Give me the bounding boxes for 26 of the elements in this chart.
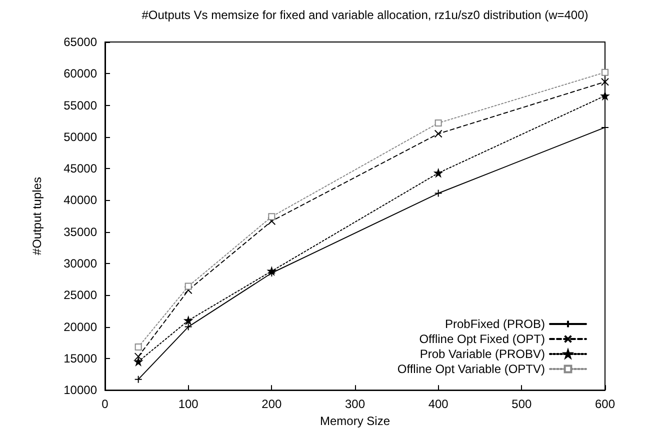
legend-label: Offline Opt Variable (OPTV) (397, 362, 546, 376)
y-tick-label: 60000 (64, 66, 98, 81)
y-axis-title: #Output tuples (30, 177, 44, 256)
y-tick-label: 10000 (64, 383, 98, 398)
x-tick-label: 500 (512, 397, 532, 412)
x-tick-label: 400 (428, 397, 449, 412)
legend-label: Offline Opt Fixed (OPT) (419, 332, 546, 346)
y-tick-label: 20000 (64, 320, 98, 334)
x-axis-title: Memory Size (320, 414, 390, 428)
x-tick-label: 100 (178, 397, 199, 412)
x-tick-label: 0 (102, 397, 109, 412)
x-tick-label: 200 (262, 397, 282, 412)
y-tick-label: 55000 (64, 98, 98, 112)
y-tick-label: 35000 (64, 224, 98, 239)
x-tick-label: 600 (594, 397, 616, 412)
y-tick-label: 45000 (64, 162, 98, 176)
chart-title: #Outputs Vs memsize for fixed and variable allocation, rz1u/sz0 distribution (w=400) (142, 8, 588, 22)
y-tick-label: 25000 (64, 288, 98, 302)
legend-label: ProbFixed (PROB) (444, 317, 545, 331)
y-tick-label: 50000 (64, 130, 98, 144)
legend-label: Prob Variable (PROBV) (420, 347, 546, 361)
y-tick-label: 40000 (64, 193, 98, 208)
y-tick-label: 30000 (64, 256, 98, 271)
y-tick-label: 15000 (64, 351, 98, 366)
y-tick-label: 65000 (64, 35, 98, 49)
x-tick-label: 300 (344, 397, 366, 412)
